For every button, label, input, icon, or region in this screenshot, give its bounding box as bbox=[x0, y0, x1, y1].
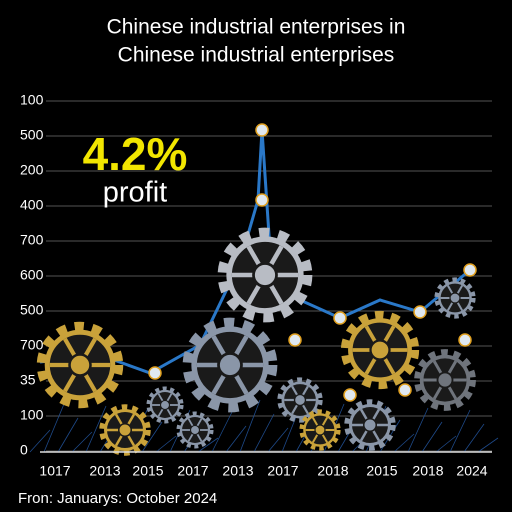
mesh-line bbox=[57, 417, 79, 453]
gear bbox=[217, 227, 313, 323]
title-line: Chinese industrial enterprises bbox=[118, 44, 395, 67]
gear-hub bbox=[449, 292, 461, 304]
mesh-line bbox=[197, 437, 219, 453]
gear bbox=[146, 386, 184, 424]
gear-teeth bbox=[277, 377, 323, 423]
gear-teeth bbox=[146, 386, 184, 424]
gear bbox=[340, 310, 420, 390]
x-axis-label: 2017 bbox=[267, 463, 298, 479]
gear bbox=[277, 377, 323, 423]
callout-caption: profit bbox=[103, 177, 167, 209]
gear-teeth bbox=[299, 409, 341, 451]
gear bbox=[182, 317, 278, 413]
gear-teeth bbox=[340, 310, 420, 390]
gear-teeth bbox=[36, 321, 124, 409]
y-axis-label: 500 bbox=[20, 302, 44, 318]
mesh-line bbox=[211, 411, 233, 453]
gear bbox=[36, 321, 124, 409]
y-axis-label: 700 bbox=[20, 337, 44, 353]
gear-hub bbox=[252, 262, 278, 288]
marker-dot bbox=[333, 311, 347, 325]
gears-art bbox=[29, 123, 499, 456]
gear bbox=[176, 411, 214, 449]
y-axis-label: 0 bbox=[20, 442, 28, 458]
marker-dot bbox=[463, 263, 477, 277]
mesh-line bbox=[435, 435, 457, 453]
marker-dot bbox=[458, 333, 472, 347]
mesh-line bbox=[449, 409, 471, 453]
y-axis-label: 35 bbox=[20, 372, 36, 388]
x-axis-label: 2018 bbox=[317, 463, 348, 479]
x-axis-label: 2015 bbox=[132, 463, 163, 479]
marker-dot bbox=[255, 123, 269, 137]
marker-dot bbox=[148, 366, 162, 380]
gear-hub bbox=[293, 393, 307, 407]
y-axis-label: 200 bbox=[20, 162, 44, 178]
y-axis-label: 100 bbox=[20, 92, 44, 108]
x-axis-label: 1017 bbox=[39, 463, 70, 479]
mesh-line bbox=[141, 421, 163, 453]
gear-hub bbox=[159, 399, 171, 411]
x-axis-label: 2013 bbox=[222, 463, 253, 479]
y-axis-label: 700 bbox=[20, 232, 44, 248]
marker-dot bbox=[343, 388, 357, 402]
gear-teeth bbox=[344, 399, 396, 451]
title-line: Chinese industrial enterprises in bbox=[107, 16, 406, 39]
gear-hub bbox=[436, 371, 454, 389]
mesh-line bbox=[71, 431, 93, 453]
mesh-line bbox=[239, 399, 261, 453]
mesh-line bbox=[29, 429, 51, 453]
gear-hub bbox=[68, 353, 92, 377]
mesh-line bbox=[253, 413, 275, 453]
mesh-line bbox=[407, 407, 429, 453]
gear bbox=[434, 277, 476, 319]
mesh-line bbox=[267, 427, 289, 453]
gear-teeth bbox=[176, 411, 214, 449]
x-axis-label: 2013 bbox=[89, 463, 120, 479]
gear-teeth bbox=[217, 227, 313, 323]
marker-dot bbox=[398, 383, 412, 397]
y-axis-label: 100 bbox=[20, 407, 44, 423]
mesh-line bbox=[225, 425, 247, 453]
gear-hub bbox=[189, 424, 201, 436]
y-axis-label: 500 bbox=[20, 127, 44, 143]
gear-hub bbox=[314, 424, 326, 436]
gear bbox=[299, 409, 341, 451]
gear-teeth bbox=[99, 404, 151, 456]
gear-hub bbox=[369, 339, 391, 361]
gear-teeth bbox=[414, 349, 476, 411]
gear bbox=[344, 399, 396, 451]
x-axis-label: 2018 bbox=[412, 463, 443, 479]
gear bbox=[414, 349, 476, 411]
marker-dot bbox=[288, 333, 302, 347]
gear-teeth bbox=[182, 317, 278, 413]
callout-figure: 4.2% bbox=[83, 128, 188, 180]
y-axis-label: 600 bbox=[20, 267, 44, 283]
mesh-line bbox=[43, 403, 65, 453]
x-axis-label: 2015 bbox=[366, 463, 397, 479]
gear-hub bbox=[217, 352, 243, 378]
mesh-line bbox=[393, 433, 415, 453]
gear-hub bbox=[118, 423, 132, 437]
marker-dot bbox=[255, 193, 269, 207]
gear-hub bbox=[363, 418, 377, 432]
marker-dot bbox=[413, 305, 427, 319]
mesh-line bbox=[85, 405, 107, 453]
gear-teeth bbox=[434, 277, 476, 319]
mesh-line bbox=[463, 423, 485, 453]
x-axis-label: 2024 bbox=[456, 463, 487, 479]
footer-source: Fron: Januarys: October 2024 bbox=[18, 490, 217, 507]
mesh-line bbox=[155, 435, 177, 453]
mesh-line bbox=[477, 437, 499, 453]
mesh-line bbox=[421, 421, 443, 453]
y-axis-label: 400 bbox=[20, 197, 44, 213]
gear bbox=[99, 404, 151, 456]
x-axis-label: 2017 bbox=[177, 463, 208, 479]
